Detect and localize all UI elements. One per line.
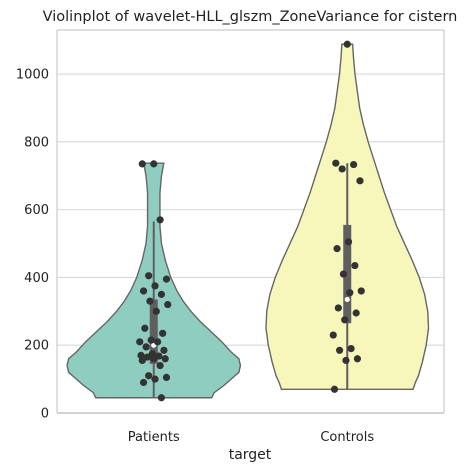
x-tick-label-controls: Controls [320,430,374,445]
data-point [143,343,150,350]
data-point [162,355,169,362]
data-point [344,41,351,48]
data-point [164,301,171,308]
data-point [145,272,152,279]
y-tick-label: 600 [24,203,49,218]
data-point [346,289,353,296]
data-point [158,291,165,298]
data-point [159,330,166,337]
data-point [350,161,357,168]
data-point [342,357,349,364]
y-tick-label: 200 [24,339,49,354]
data-point [163,276,170,283]
data-point [340,270,347,277]
data-point [347,345,354,352]
data-point [153,308,160,315]
data-point [157,216,164,223]
data-point [335,304,342,311]
data-point [333,245,340,252]
data-point [140,287,147,294]
x-axis-label: target [229,447,272,463]
data-point [150,355,157,362]
data-point [351,262,358,269]
data-point [145,372,152,379]
data-point [332,160,339,167]
x-tick-label-patients: Patients [128,430,180,445]
data-point [151,376,158,383]
data-point [331,386,338,393]
data-point [154,338,161,345]
data-point [356,177,363,184]
data-point [139,357,146,364]
data-point [141,325,148,332]
data-point [150,160,157,167]
data-point [151,282,158,289]
data-point [148,337,155,344]
data-point [136,338,143,345]
data-point [345,238,352,245]
data-point [358,287,365,294]
data-point [146,298,153,305]
data-point [339,165,346,172]
data-point [160,347,167,354]
data-point [336,347,343,354]
data-point [157,362,164,369]
data-point [354,355,361,362]
data-point [139,160,146,167]
y-tick-label: 800 [24,135,49,150]
data-point [163,374,170,381]
data-point [158,394,165,401]
data-point [341,316,348,323]
median-controls [345,297,350,302]
y-tick-label: 1000 [16,68,49,83]
data-point [140,379,147,386]
chart-title: Violinplot of wavelet-HLL_glszm_ZoneVari… [43,9,458,25]
data-point [330,331,337,338]
data-point [353,309,360,316]
y-tick-label: 400 [24,271,49,286]
y-tick-label: 0 [41,407,49,422]
